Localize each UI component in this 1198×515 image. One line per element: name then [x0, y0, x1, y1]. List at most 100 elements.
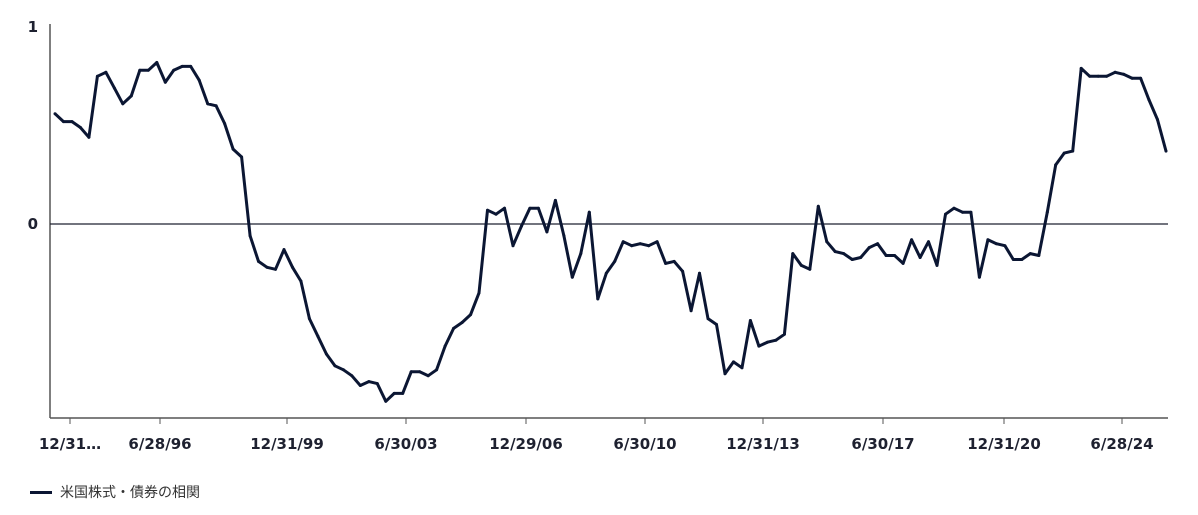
data-point [859, 256, 863, 259]
data-point [1054, 163, 1058, 167]
data-point [104, 70, 108, 74]
data-point [672, 259, 676, 263]
x-tick-label: 6/30/17 [851, 435, 914, 453]
data-point [587, 210, 591, 214]
x-tick-label: 12/29/06 [489, 435, 563, 453]
x-tick-label: 6/28/96 [128, 435, 191, 453]
x-tick-label: 6/28/24 [1090, 435, 1153, 453]
data-point [401, 391, 405, 395]
data-point [358, 384, 362, 387]
data-point [1062, 151, 1066, 155]
data-point [282, 248, 286, 252]
data-point [1164, 149, 1168, 153]
data-point [1037, 254, 1041, 257]
data-point [681, 269, 685, 273]
data-point [197, 78, 201, 82]
data-point [78, 126, 82, 129]
data-point [240, 155, 244, 159]
data-point [435, 368, 439, 372]
data-point [918, 256, 922, 259]
data-point [324, 352, 328, 356]
x-tick-label: 6/30/03 [374, 435, 437, 453]
data-point [867, 246, 871, 250]
data-point [638, 242, 642, 246]
data-point [613, 259, 617, 263]
data-point [604, 271, 608, 275]
data-point [562, 234, 566, 238]
data-point [732, 360, 735, 364]
data-point [528, 206, 532, 210]
data-point [409, 370, 413, 374]
data-point [689, 309, 693, 313]
data-point [1071, 149, 1075, 153]
x-tick-label: 6/30/10 [613, 435, 676, 453]
data-point [1079, 66, 1083, 70]
data-point [1122, 72, 1126, 76]
data-point [952, 206, 956, 210]
data-point [138, 68, 142, 72]
x-tick-label: 12/31… [39, 435, 101, 453]
x-tick-label: 12/31/13 [726, 435, 800, 453]
data-point [129, 94, 133, 98]
data-point [511, 244, 515, 248]
data-point [223, 122, 227, 125]
data-point [367, 380, 371, 384]
data-point [477, 291, 481, 295]
data-point [969, 210, 973, 214]
data-point [503, 206, 506, 210]
data-point [257, 259, 260, 263]
data-point [553, 198, 557, 202]
data-point [121, 102, 125, 106]
data-point [799, 263, 803, 267]
x-tick-label: 12/31/20 [967, 435, 1041, 453]
data-point [927, 240, 930, 244]
data-point [274, 267, 277, 271]
data-point [486, 208, 489, 212]
data-point [146, 68, 150, 72]
data-point [1020, 258, 1024, 261]
data-point [53, 112, 57, 116]
data-point [570, 275, 574, 279]
data-point [715, 323, 718, 326]
data-point [180, 64, 184, 68]
data-point [1045, 210, 1049, 214]
data-point [155, 61, 159, 64]
data-point [723, 372, 727, 376]
data-point [765, 340, 769, 344]
data-point [1028, 252, 1032, 256]
data-point [944, 212, 947, 216]
data-point [1096, 74, 1100, 78]
data-point [1139, 76, 1143, 80]
data-point [791, 252, 795, 256]
data-point [316, 334, 320, 338]
data-point [494, 212, 498, 216]
data-point [350, 374, 354, 378]
data-point [808, 267, 812, 271]
data-point [579, 252, 583, 256]
data-point [655, 240, 659, 244]
data-point [1113, 70, 1117, 74]
data-point [1011, 258, 1015, 261]
data-point [70, 120, 74, 124]
data-point [740, 366, 744, 370]
data-point [341, 368, 345, 372]
data-point [630, 244, 634, 248]
data-point [842, 252, 846, 256]
data-point [172, 68, 176, 72]
data-point [520, 224, 523, 228]
data-point [1088, 74, 1092, 78]
data-point [782, 332, 786, 336]
data-point [893, 254, 897, 257]
data-point [774, 338, 778, 342]
data-point [291, 265, 294, 269]
series-line [53, 61, 1168, 403]
data-point [206, 102, 210, 106]
data-point [426, 374, 430, 378]
data-point [307, 317, 311, 321]
data-point [469, 313, 473, 317]
data-point [621, 240, 625, 244]
data-point [1105, 74, 1109, 78]
data-point [1130, 76, 1134, 80]
data-point [1003, 244, 1007, 248]
data-point [265, 265, 269, 269]
